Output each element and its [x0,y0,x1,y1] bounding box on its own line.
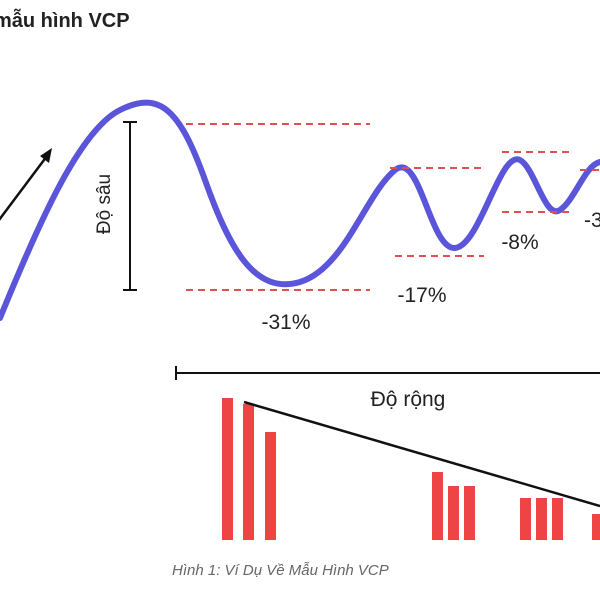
volume-bar [222,398,233,540]
contraction-label-1: -31% [261,311,310,334]
volume-bar [432,472,443,540]
volume-bar [592,514,600,540]
volume-bar [552,498,563,540]
diagram-title: mẫu hình VCP [0,10,130,32]
volume-trend-line [243,400,600,508]
price-line [0,99,600,321]
width-label: Độ rộng [371,388,446,411]
width-bracket [175,366,600,380]
volume-bar [448,486,459,540]
contraction-label-3: -8% [501,231,538,254]
volume-bar [520,498,531,540]
depth-label: Độ sâu [94,174,115,234]
volume-bar [265,432,276,540]
up-arrow-icon [0,148,52,221]
contraction-label-4: -3 [584,209,600,232]
volume-bar [464,486,475,540]
volume-bar [536,498,547,540]
guide-lines [186,123,600,291]
contraction-label-2: -17% [397,284,446,307]
volume-bar [243,404,254,540]
volume-bars [222,398,600,540]
double-arrow-icon [123,121,137,291]
figure-caption: Hình 1: Ví Dụ Về Mẫu Hình VCP [172,562,389,579]
